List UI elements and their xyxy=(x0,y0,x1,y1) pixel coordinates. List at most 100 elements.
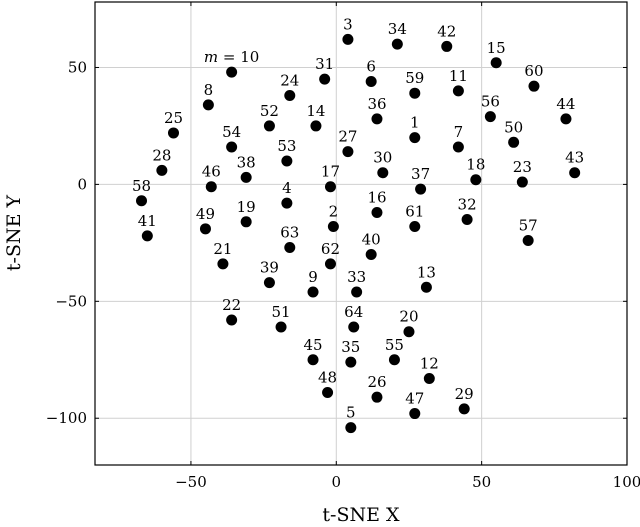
y-tick-label: 50 xyxy=(68,58,87,76)
data-point xyxy=(420,281,432,293)
point-label: 39 xyxy=(260,259,279,277)
point-label: 24 xyxy=(280,72,299,90)
data-point xyxy=(409,87,421,99)
data-point xyxy=(324,181,336,193)
point-label: 1 xyxy=(410,114,420,132)
data-point xyxy=(217,258,229,270)
point-label: 28 xyxy=(152,146,171,164)
point-label: 40 xyxy=(362,231,381,249)
data-point xyxy=(226,141,238,153)
data-point xyxy=(409,408,421,420)
point-label: 53 xyxy=(277,137,296,155)
x-tick-label: −50 xyxy=(175,473,207,491)
point-label: 9 xyxy=(308,268,318,286)
data-point xyxy=(484,111,496,123)
data-point xyxy=(324,258,336,270)
x-tick-label: 0 xyxy=(332,473,342,491)
point-label: 49 xyxy=(196,205,215,223)
data-point xyxy=(240,216,252,228)
point-label: 54 xyxy=(222,123,241,141)
point-label: 23 xyxy=(513,158,532,176)
y-axis-title: t-SNE Y xyxy=(3,194,25,271)
point-label: 32 xyxy=(458,195,477,213)
point-label: 63 xyxy=(280,224,299,242)
data-point xyxy=(322,387,334,399)
point-label: 12 xyxy=(420,354,439,372)
data-point xyxy=(263,120,275,132)
point-label: 21 xyxy=(213,240,232,258)
data-point xyxy=(136,195,148,207)
point-label: 20 xyxy=(399,308,418,326)
x-tick-label: 100 xyxy=(613,473,640,491)
point-label: 14 xyxy=(306,102,325,120)
point-label: 47 xyxy=(405,390,424,408)
data-point xyxy=(365,76,377,88)
point-label: 36 xyxy=(367,95,386,113)
data-point xyxy=(310,120,322,132)
y-tick-label: 0 xyxy=(77,175,87,193)
x-axis-title: t-SNE X xyxy=(322,504,400,526)
point-label: 48 xyxy=(318,369,337,387)
data-point xyxy=(307,354,319,366)
data-point xyxy=(371,391,383,403)
data-point xyxy=(415,183,427,195)
data-point xyxy=(441,40,453,52)
point-label: 46 xyxy=(202,163,221,181)
data-point xyxy=(371,113,383,125)
data-point xyxy=(452,141,464,153)
point-label: 43 xyxy=(565,149,584,167)
y-tick-label: −100 xyxy=(46,409,87,427)
data-point xyxy=(167,127,179,139)
data-point xyxy=(327,220,339,232)
data-point xyxy=(202,99,214,111)
point-label: 50 xyxy=(504,118,523,136)
data-point xyxy=(516,176,528,188)
point-label: 30 xyxy=(373,149,392,167)
point-label: 56 xyxy=(481,93,500,111)
point-label: 17 xyxy=(321,163,340,181)
data-point xyxy=(522,235,534,247)
point-label: 64 xyxy=(344,303,363,321)
data-point xyxy=(240,171,252,183)
data-point xyxy=(226,66,238,78)
data-point xyxy=(452,85,464,97)
data-point xyxy=(284,242,296,254)
point-label: 26 xyxy=(367,373,386,391)
data-point xyxy=(470,174,482,186)
data-point xyxy=(409,132,421,144)
point-label: 2 xyxy=(329,202,339,220)
axis-ticks: −50 0 50 100 −100 −50 0 50 xyxy=(46,2,640,491)
plot-frame xyxy=(94,1,628,466)
data-point xyxy=(528,80,540,92)
point-label: 42 xyxy=(437,22,456,40)
point-label: 11 xyxy=(449,67,468,85)
data-point xyxy=(263,277,275,289)
point-label: 6 xyxy=(366,58,376,76)
point-label: 59 xyxy=(405,69,424,87)
x-tick-label: 50 xyxy=(472,473,491,491)
data-point xyxy=(371,206,383,218)
data-point xyxy=(345,356,357,368)
point-label: 58 xyxy=(132,177,151,195)
point-label: 18 xyxy=(466,156,485,174)
point-label: 62 xyxy=(321,240,340,258)
data-point xyxy=(199,223,211,235)
data-point xyxy=(342,33,354,45)
point-label: 29 xyxy=(455,385,474,403)
data-point xyxy=(409,220,421,232)
point-label: 33 xyxy=(347,268,366,286)
point-label: 31 xyxy=(315,55,334,73)
data-point xyxy=(345,422,357,434)
point-label: 22 xyxy=(222,296,241,314)
point-label: 37 xyxy=(411,165,430,183)
point-label: 4 xyxy=(282,179,292,197)
point-label: 35 xyxy=(341,338,360,356)
data-point xyxy=(560,113,572,125)
data-point xyxy=(461,213,473,225)
data-point xyxy=(348,321,360,333)
data-point xyxy=(281,155,293,167)
point-label: 27 xyxy=(338,128,357,146)
point-label: 25 xyxy=(164,109,183,127)
data-point xyxy=(319,73,331,85)
